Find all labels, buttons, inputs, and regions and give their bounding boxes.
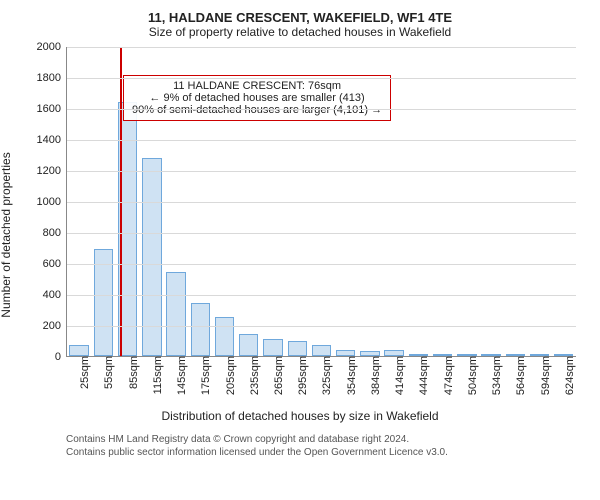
- chart-area: Number of detached properties 25sqm55sqm…: [10, 47, 590, 423]
- chart-subtitle: Size of property relative to detached ho…: [10, 25, 590, 39]
- bar: [312, 345, 331, 356]
- bar: [166, 272, 185, 356]
- bar: [239, 334, 258, 356]
- x-tick-label: 504sqm: [463, 356, 479, 395]
- gridline: [67, 326, 576, 327]
- x-axis-label: Distribution of detached houses by size …: [10, 409, 590, 423]
- footer: Contains HM Land Registry data © Crown c…: [66, 433, 590, 459]
- y-tick-label: 1800: [37, 72, 67, 84]
- annotation-line: ← 9% of detached houses are smaller (413…: [132, 92, 382, 104]
- x-tick-label: 414sqm: [390, 356, 406, 395]
- x-tick-label: 55sqm: [99, 356, 115, 389]
- x-tick-label: 295sqm: [293, 356, 309, 395]
- annotation-box: 11 HALDANE CRESCENT: 76sqm ← 9% of detac…: [123, 75, 391, 121]
- x-tick-label: 624sqm: [560, 356, 576, 395]
- x-tick-label: 265sqm: [269, 356, 285, 395]
- y-tick-label: 0: [55, 351, 67, 363]
- x-tick-label: 564sqm: [511, 356, 527, 395]
- gridline: [67, 47, 576, 48]
- footer-line: Contains public sector information licen…: [66, 446, 590, 459]
- x-tick-label: 145sqm: [172, 356, 188, 395]
- gridline: [67, 233, 576, 234]
- y-tick-label: 200: [43, 320, 67, 332]
- x-tick-label: 594sqm: [536, 356, 552, 395]
- x-tick-label: 235sqm: [245, 356, 261, 395]
- chart-title: 11, HALDANE CRESCENT, WAKEFIELD, WF1 4TE: [10, 10, 590, 25]
- gridline: [67, 140, 576, 141]
- y-tick-label: 600: [43, 258, 67, 270]
- footer-line: Contains HM Land Registry data © Crown c…: [66, 433, 590, 446]
- bar: [263, 339, 282, 356]
- bar: [94, 249, 113, 356]
- gridline: [67, 202, 576, 203]
- x-tick-label: 325sqm: [317, 356, 333, 395]
- x-tick-label: 444sqm: [414, 356, 430, 395]
- y-tick-label: 800: [43, 227, 67, 239]
- x-tick-label: 85sqm: [124, 356, 140, 389]
- y-tick-label: 2000: [37, 41, 67, 53]
- x-tick-label: 175sqm: [196, 356, 212, 395]
- annotation-line: 90% of semi-detached houses are larger (…: [132, 104, 382, 116]
- bar: [215, 317, 234, 356]
- x-tick-label: 534sqm: [487, 356, 503, 395]
- y-tick-label: 1200: [37, 165, 67, 177]
- x-tick-label: 115sqm: [148, 356, 164, 394]
- x-tick-label: 354sqm: [342, 356, 358, 395]
- gridline: [67, 264, 576, 265]
- bar: [288, 341, 307, 357]
- gridline: [67, 295, 576, 296]
- y-tick-label: 1000: [37, 196, 67, 208]
- x-tick-label: 384sqm: [366, 356, 382, 395]
- gridline: [67, 171, 576, 172]
- y-tick-label: 1600: [37, 103, 67, 115]
- plot-area: 25sqm55sqm85sqm115sqm145sqm175sqm205sqm2…: [66, 47, 576, 357]
- bar: [69, 345, 88, 356]
- gridline: [67, 109, 576, 110]
- bar: [191, 303, 210, 356]
- x-tick-label: 474sqm: [439, 356, 455, 395]
- y-axis-label: Number of detached properties: [0, 152, 13, 317]
- annotation-line: 11 HALDANE CRESCENT: 76sqm: [132, 80, 382, 92]
- y-tick-label: 1400: [37, 134, 67, 146]
- y-tick-label: 400: [43, 289, 67, 301]
- x-tick-label: 205sqm: [221, 356, 237, 395]
- gridline: [67, 78, 576, 79]
- x-tick-label: 25sqm: [75, 356, 91, 389]
